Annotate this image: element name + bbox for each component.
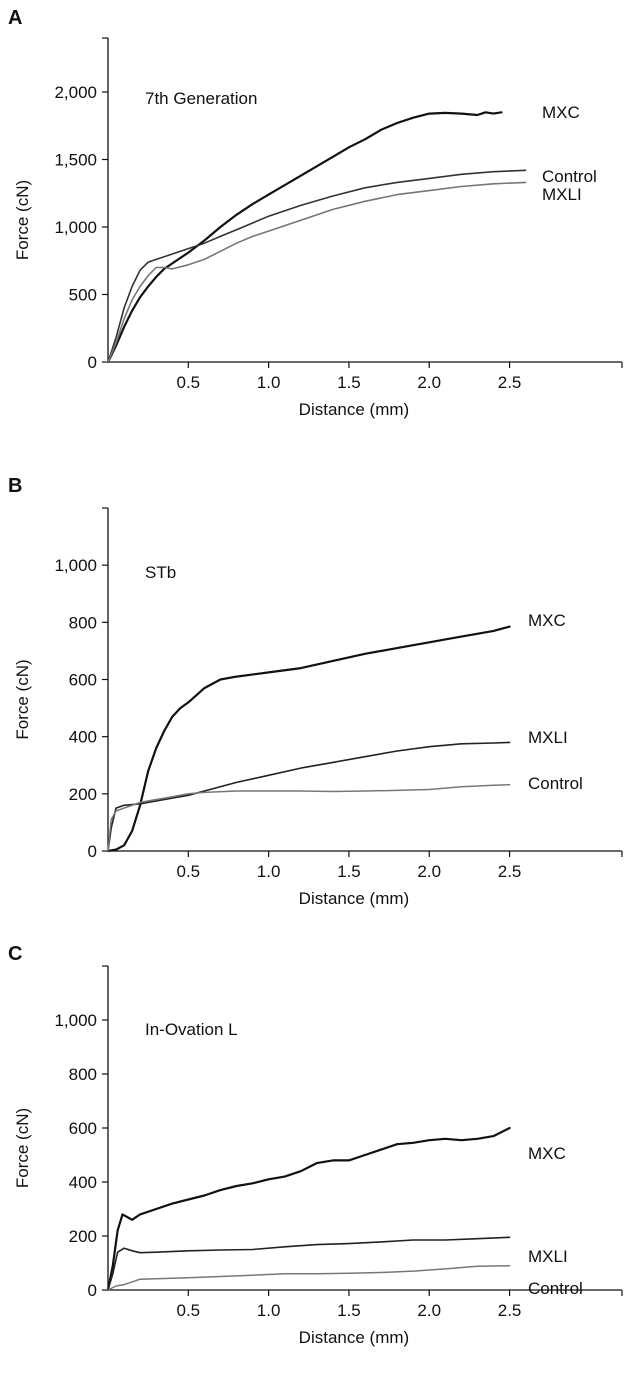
x-axis-title: Distance (mm): [299, 400, 410, 419]
series-line-control: [107, 169, 527, 363]
chart-annotation: 7th Generation: [145, 89, 257, 108]
series-label-control: Control: [528, 774, 583, 793]
y-tick-label: 600: [69, 671, 97, 690]
y-tick-label: 1,000: [54, 218, 97, 237]
series-line-control: [107, 783, 511, 852]
x-tick-label: 2.0: [417, 373, 441, 392]
y-tick-label: 400: [69, 1173, 97, 1192]
y-tick-label: 400: [69, 728, 97, 747]
y-tick-label: 800: [69, 1065, 97, 1084]
x-tick-label: 2.0: [417, 862, 441, 881]
series-label-control: Control: [542, 167, 597, 186]
chart-annotation: STb: [145, 563, 176, 582]
series-label-control: Control: [528, 1279, 583, 1298]
x-tick-label: 0.5: [176, 373, 200, 392]
x-tick-label: 1.5: [337, 862, 361, 881]
series-label-mxc: MXC: [542, 103, 580, 122]
series-line-mxli: [107, 181, 527, 363]
series-line-mxc: [106, 625, 511, 853]
series-line-mxc: [106, 111, 503, 364]
series-label-mxli: MXLI: [542, 185, 582, 204]
y-tick-label: 500: [69, 286, 97, 305]
x-tick-label: 0.5: [176, 862, 200, 881]
y-tick-label: 200: [69, 785, 97, 804]
series-line-mxc: [106, 1126, 511, 1292]
y-tick-label: 800: [69, 613, 97, 632]
x-tick-label: 2.5: [498, 373, 522, 392]
y-axis-title: Force (cN): [13, 1108, 32, 1188]
x-tick-label: 2.5: [498, 1301, 522, 1320]
y-tick-label: 600: [69, 1119, 97, 1138]
x-tick-label: 0.5: [176, 1301, 200, 1320]
chart-panel-b: B 0 200 400 600 800 1,000 0.5 1.0 1.5 2.0 2.5 Distan…: [8, 475, 623, 908]
y-tick-label: 200: [69, 1227, 97, 1246]
x-tick-label: 1.0: [257, 862, 281, 881]
series-label-mxc: MXC: [528, 1144, 566, 1163]
panel-letter: C: [8, 943, 22, 965]
panel-letter: A: [8, 7, 22, 29]
x-axis-title: Distance (mm): [299, 1328, 410, 1347]
y-tick-label: 0: [88, 353, 97, 372]
x-tick-label: 1.0: [257, 1301, 281, 1320]
series-line-control: [107, 1264, 511, 1291]
y-tick-label: 2,000: [54, 83, 97, 102]
x-axis-title: Distance (mm): [299, 889, 410, 908]
chart-panel-c: C 0 200 400 600 800 1,000 0.5 1.0 1.5 2.0 2.5 Distan…: [8, 943, 623, 1347]
y-tick-label: 0: [88, 842, 97, 861]
x-tick-label: 1.5: [337, 1301, 361, 1320]
chart-annotation: In-Ovation L: [145, 1020, 238, 1039]
y-tick-label: 1,000: [54, 556, 97, 575]
series-line-mxli: [107, 1236, 511, 1291]
series-label-mxc: MXC: [528, 611, 566, 630]
chart-panel-a: A 0 500 1,000 1,500 2,000 0.5 1.0 1.5 2.0 2.5 Dista…: [8, 7, 623, 419]
panel-letter: B: [8, 475, 22, 497]
x-tick-label: 1.5: [337, 373, 361, 392]
y-axis-title: Force (cN): [13, 659, 32, 739]
series-label-mxli: MXLI: [528, 1247, 568, 1266]
x-tick-label: 1.0: [257, 373, 281, 392]
x-tick-label: 2.0: [417, 1301, 441, 1320]
y-tick-label: 1,000: [54, 1011, 97, 1030]
x-tick-label: 2.5: [498, 862, 522, 881]
series-line-mxli: [107, 741, 511, 852]
y-tick-label: 1,500: [54, 151, 97, 170]
y-axis-title: Force (cN): [13, 180, 32, 260]
series-label-mxli: MXLI: [528, 728, 568, 747]
y-tick-label: 0: [88, 1281, 97, 1300]
